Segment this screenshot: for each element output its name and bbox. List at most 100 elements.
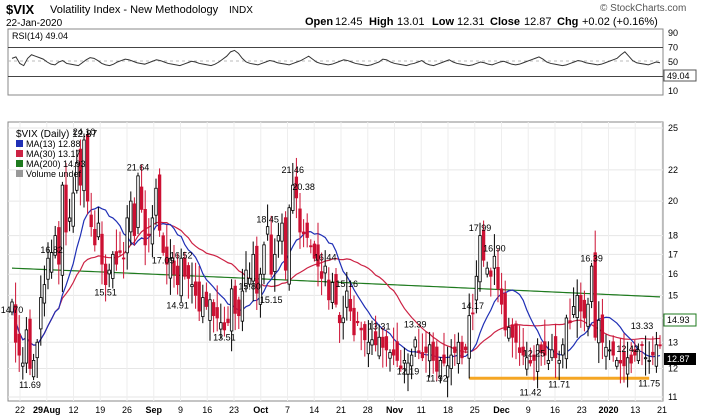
candle-body: [604, 346, 608, 357]
candle-body: [658, 344, 662, 347]
candle-body: [525, 357, 529, 370]
candle-body: [413, 339, 417, 348]
candle-body: [39, 297, 43, 330]
candle-body: [265, 226, 270, 235]
candle-body: [611, 341, 615, 356]
candle-body: [636, 349, 641, 362]
candle-body: [172, 260, 176, 275]
chart-date: 22-Jan-2020: [6, 18, 63, 29]
price-tick-label: 15: [668, 290, 678, 300]
rsi-panel: RSI(14) 49.04 9070503010 49.04: [7, 28, 697, 96]
candle-body: [121, 257, 126, 260]
candle-body: [60, 184, 65, 276]
candle-body: [319, 271, 324, 279]
price-annotation: 12.19: [397, 366, 420, 376]
legend-swatch: [16, 170, 23, 177]
candle-body: [575, 294, 579, 318]
candle-body: [442, 354, 446, 364]
candle-body: [283, 217, 288, 271]
candle-body: [496, 267, 500, 290]
price-annotations: 14.70 11.69 16.82 24.10 15.51 21.64 17.09 14.91…: [1, 127, 660, 398]
candle-body: [514, 323, 518, 343]
date-tick-label: 14: [309, 405, 319, 415]
candle-body: [607, 349, 612, 352]
candle-body: [431, 341, 435, 361]
candle-body: [143, 209, 147, 246]
price-annotation: 21.64: [127, 162, 150, 172]
legend-swatch: [16, 160, 23, 167]
candle-body: [276, 235, 281, 242]
candle-body: [262, 244, 266, 275]
candle-body: [373, 331, 378, 346]
price-annotation: 20.38: [292, 182, 315, 192]
symbol: $VIX: [6, 2, 35, 17]
price-annotation: 12.25: [523, 349, 546, 359]
candle-body: [409, 354, 414, 367]
close-value: 12.87: [524, 16, 552, 28]
price-annotation: 11.92: [426, 374, 448, 384]
price-annotation: 21.46: [282, 165, 305, 175]
date-tick-label: 13: [630, 405, 640, 415]
candle-body: [539, 344, 543, 353]
candle-body: [75, 162, 79, 191]
candle-body: [17, 333, 21, 356]
candle-body: [273, 253, 277, 272]
candle-body: [489, 270, 493, 277]
candle-body: [161, 235, 165, 253]
candle-body: [445, 365, 450, 378]
candle-body: [600, 314, 605, 343]
legend-swatch: [16, 140, 23, 147]
date-tick-label: 11: [417, 405, 426, 415]
price-annotation: 15.15: [260, 295, 283, 305]
candle-body: [327, 279, 331, 301]
high-value: 13.01: [397, 16, 425, 28]
legend-item: MA(30) 13.17: [26, 149, 81, 159]
candle-body: [557, 359, 561, 364]
candle-body: [125, 217, 129, 254]
price-legend-title: $VIX (Daily) 12.87: [16, 129, 98, 140]
candle-body: [96, 222, 101, 238]
price-tick-label: 11: [668, 392, 677, 402]
candle-body: [503, 293, 507, 331]
candle-body: [240, 290, 245, 322]
candle-body: [352, 307, 356, 336]
candle-body: [427, 344, 432, 362]
candle-body: [100, 233, 104, 265]
price-annotation: 16.90: [483, 243, 506, 253]
candle-body: [420, 352, 425, 359]
candle-body: [67, 217, 72, 222]
candle-body: [287, 207, 291, 285]
candle-body: [553, 336, 558, 359]
candle-body: [521, 346, 525, 356]
candle-body: [165, 246, 169, 265]
candle-body: [474, 275, 479, 301]
price-annotation: 17.09: [152, 256, 175, 266]
candle-body: [593, 252, 597, 338]
price-tick-label: 18: [668, 231, 678, 241]
price-annotation: 12.42: [616, 344, 639, 354]
candle-body: [492, 255, 497, 269]
date-tick-label: 29Aug: [33, 405, 61, 415]
date-tick-label: 16: [550, 405, 560, 415]
candle-body: [305, 222, 309, 238]
candle-body: [453, 346, 457, 353]
candle-body: [546, 359, 551, 364]
low-value: 12.31: [457, 16, 485, 28]
date-tick-label: 21: [657, 405, 667, 415]
candle-body: [280, 222, 284, 242]
candle-body: [291, 184, 295, 211]
date-tick-label: 2020: [598, 405, 618, 415]
open-label: Open: [305, 16, 333, 28]
candle-body: [42, 284, 47, 304]
candle-body: [85, 134, 90, 202]
candle-body: [622, 351, 626, 367]
ma200-badge: 14.93: [667, 315, 690, 325]
candle-body: [201, 297, 205, 317]
date-tick-label: 22: [15, 405, 25, 415]
price-annotation: 16.39: [580, 253, 603, 263]
rsi-tick-label: 90: [668, 28, 678, 38]
price-tick-label: 13: [668, 337, 678, 347]
candle-body: [24, 329, 29, 364]
candle-body: [237, 299, 241, 317]
